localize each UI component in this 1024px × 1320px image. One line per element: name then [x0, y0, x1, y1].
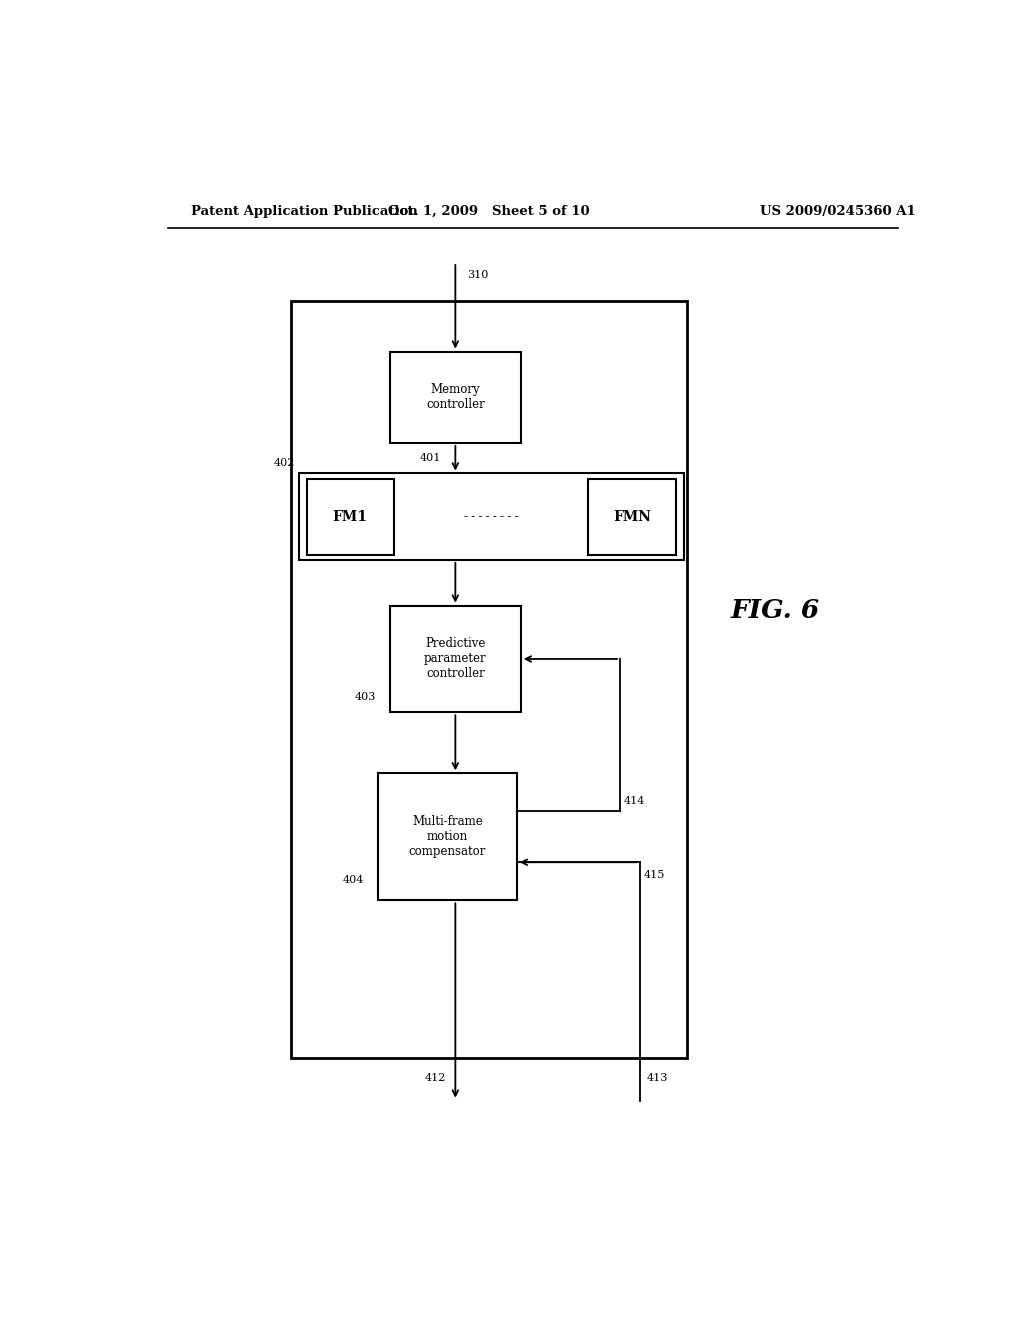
Text: Oct. 1, 2009   Sheet 5 of 10: Oct. 1, 2009 Sheet 5 of 10	[388, 205, 590, 218]
Text: US 2009/0245360 A1: US 2009/0245360 A1	[761, 205, 916, 218]
Bar	[291, 301, 687, 1057]
Text: FIG. 6: FIG. 6	[730, 598, 819, 623]
Text: 415: 415	[644, 870, 666, 880]
Bar	[390, 606, 521, 713]
Text: 402: 402	[273, 458, 295, 469]
Bar	[299, 474, 684, 560]
Text: FMN: FMN	[613, 510, 651, 524]
Text: 412: 412	[425, 1073, 445, 1084]
Text: Predictive
parameter
controller: Predictive parameter controller	[424, 638, 486, 681]
Text: FM1: FM1	[333, 510, 368, 524]
Bar	[588, 479, 676, 554]
Text: 404: 404	[342, 875, 364, 884]
Text: 414: 414	[624, 796, 645, 807]
Bar	[306, 479, 394, 554]
Text: 413: 413	[646, 1073, 668, 1084]
Bar	[378, 774, 517, 900]
Text: 403: 403	[354, 692, 376, 702]
Text: Patent Application Publication: Patent Application Publication	[191, 205, 418, 218]
Text: 401: 401	[420, 453, 441, 463]
Text: Multi-frame
motion
compensator: Multi-frame motion compensator	[409, 816, 486, 858]
Text: 310: 310	[467, 271, 488, 280]
Text: Memory
controller: Memory controller	[426, 383, 484, 412]
Text: - - - - - - - -: - - - - - - - -	[464, 512, 518, 521]
Bar	[390, 351, 521, 444]
